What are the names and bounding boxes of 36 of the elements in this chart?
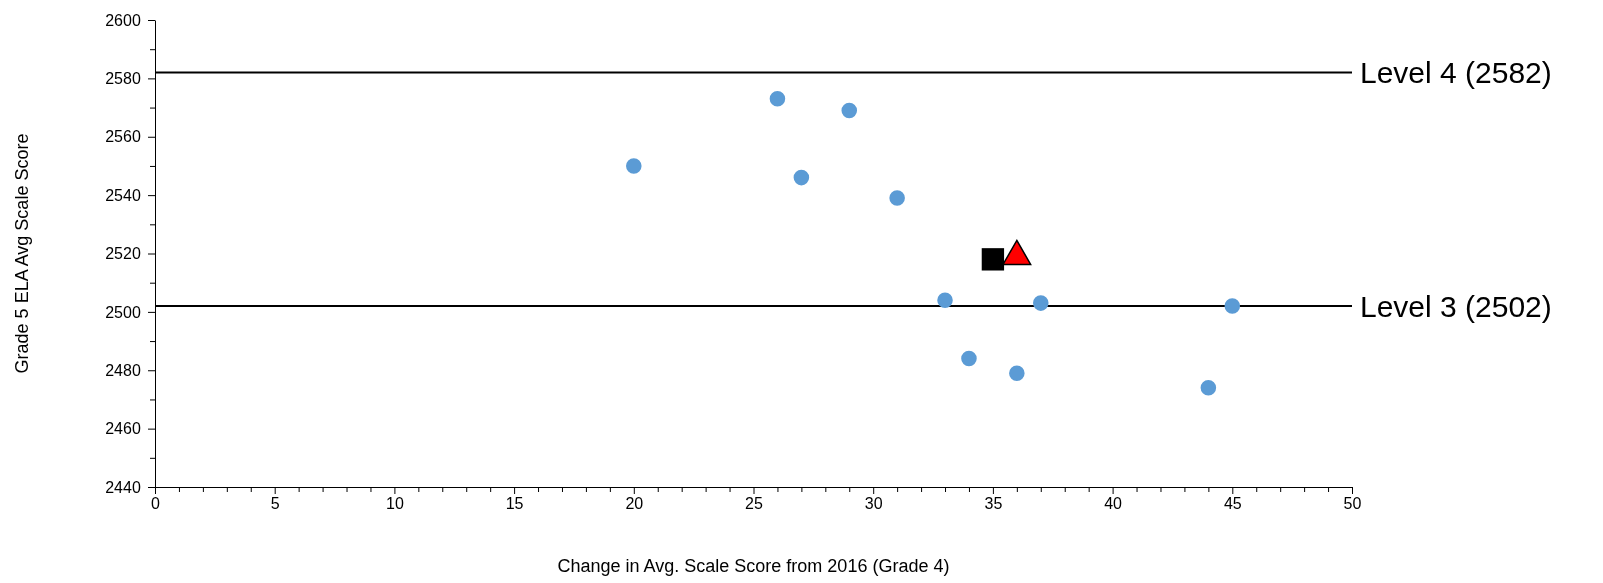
y-axis-title: Grade 5 ELA Avg Scale Score: [12, 133, 32, 374]
ref-line-label: Level 3 (2502): [1360, 289, 1552, 323]
x-tick-label: 0: [151, 495, 161, 513]
point: [981, 248, 1005, 271]
point: [1033, 295, 1049, 311]
point: [1009, 365, 1025, 381]
ref-line-label: Level 4 (2582): [1360, 56, 1552, 90]
y-tick-label: 2480: [105, 361, 141, 379]
x-tick-label: 20: [625, 495, 644, 513]
x-tick-label: 30: [864, 495, 883, 513]
y-tick-label: 2520: [105, 245, 141, 263]
y-tick-label: 2600: [105, 11, 141, 29]
x-tick-label: 50: [1343, 495, 1362, 513]
y-tick-label: 2560: [105, 128, 141, 146]
y-tick-label: 2460: [105, 420, 141, 438]
y-tick-label: 2440: [105, 478, 141, 496]
y-tick-label: 2580: [105, 70, 141, 87]
x-tick-label: 40: [1104, 495, 1123, 513]
y-tick-label: 2500: [105, 303, 141, 321]
point: [626, 158, 642, 174]
x-tick-label: 15: [505, 495, 524, 513]
x-tick-label: 10: [386, 495, 404, 513]
x-axis-title: Change in Avg. Scale Score from 2016 (Grade 4): [557, 556, 950, 576]
x-tick-label: 45: [1223, 495, 1242, 513]
point: [1200, 380, 1217, 396]
x-tick-label: 35: [984, 495, 1003, 513]
point: [937, 292, 953, 308]
point: [841, 102, 858, 119]
y-tick-label: 2540: [105, 186, 141, 204]
point: [961, 350, 977, 367]
point: [769, 91, 786, 107]
point: [793, 169, 810, 186]
point: [1224, 298, 1241, 314]
x-tick-label: 5: [270, 495, 280, 513]
point: [889, 190, 905, 206]
x-tick-label: 25: [745, 495, 763, 513]
